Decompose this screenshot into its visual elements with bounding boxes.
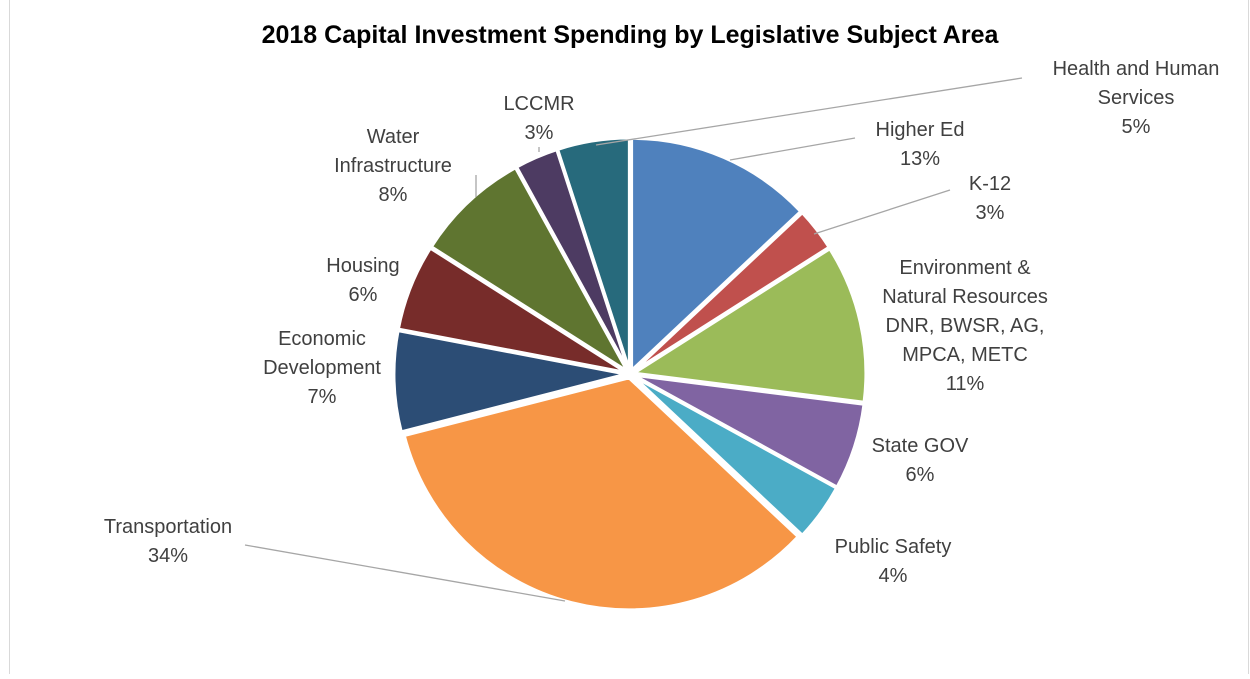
slice-label-line: Infrastructure — [334, 155, 452, 177]
slice-label-line: Natural Resources — [882, 286, 1048, 308]
slice-label-2: Environment & Natural Resources DNR, BWSR,… — [882, 257, 1048, 395]
slice-label-line: Economic — [278, 328, 366, 350]
slice-label-4: Public Safety 4% — [835, 536, 952, 587]
chart-frame-left-border — [9, 0, 10, 674]
slice-label-line: K-12 — [969, 173, 1011, 195]
slice-label-line: MPCA, METC — [902, 344, 1028, 366]
leader-line-0 — [729, 137, 856, 161]
slice-label-line: Public Safety — [835, 536, 952, 558]
slice-label-line: 6% — [906, 464, 935, 486]
slice-label-line: 5% — [1122, 116, 1151, 138]
pie-slice-1 — [631, 211, 831, 374]
slice-label-line: Housing — [326, 255, 399, 277]
slice-labels: Higher Ed 13% K-12 3% Environment & Natural R… — [104, 58, 1220, 587]
leader-line-10 — [595, 77, 1023, 146]
slice-label-line: State GOV — [872, 435, 969, 457]
slice-label-line: 11% — [946, 373, 985, 395]
pie-slice-6 — [392, 329, 628, 434]
slice-label-line: 13% — [900, 148, 940, 170]
slice-label-9: LCCMR 3% — [503, 93, 574, 144]
slice-label-line: Water — [367, 126, 420, 148]
slice-label-line: 8% — [379, 184, 408, 206]
pie-slice-8 — [429, 166, 629, 373]
slice-label-8: Water Infrastructure 8% — [334, 126, 452, 206]
slice-label-line: 7% — [308, 386, 337, 408]
chart-title: 2018 Capital Investment Spending by Legi… — [262, 21, 1000, 49]
slice-label-line: 3% — [976, 202, 1005, 224]
slice-label-line: Services — [1098, 87, 1175, 109]
slice-label-line: Development — [263, 357, 381, 379]
pie-slice-10 — [556, 136, 631, 372]
pie-slice-5 — [402, 376, 800, 612]
slice-label-line: Transportation — [104, 516, 232, 538]
slice-label-line: Environment & — [899, 257, 1031, 279]
slice-label-line: DNR, BWSR, AG, — [886, 315, 1045, 337]
pie-slice-2 — [632, 247, 868, 404]
pie-slice-7 — [396, 246, 628, 375]
slice-label-3: State GOV 6% — [872, 435, 969, 486]
slice-label-5: Transportation 34% — [104, 516, 232, 567]
slice-label-7: Housing 6% — [326, 255, 399, 306]
slice-label-1: K-12 3% — [969, 173, 1011, 224]
slice-label-line: 4% — [879, 565, 908, 587]
leader-lines — [244, 77, 1023, 602]
leader-line-1 — [813, 189, 951, 235]
slice-label-line: Health and Human — [1053, 58, 1220, 80]
slice-label-line: Higher Ed — [876, 119, 965, 141]
slice-label-line: 6% — [349, 284, 378, 306]
pie-slice-0 — [630, 136, 803, 372]
chart-frame-right-border — [1248, 0, 1249, 674]
slice-label-10: Health and Human Services 5% — [1053, 58, 1220, 138]
slice-label-line: 3% — [525, 122, 554, 144]
slice-label-6: Economic Development 7% — [263, 328, 381, 408]
pie-slice-4 — [631, 374, 839, 537]
pie-slices — [392, 136, 868, 612]
slice-label-0: Higher Ed 13% — [876, 119, 965, 170]
slice-label-line: 34% — [148, 545, 188, 567]
slice-label-line: LCCMR — [503, 93, 574, 115]
leader-line-5 — [244, 544, 566, 602]
